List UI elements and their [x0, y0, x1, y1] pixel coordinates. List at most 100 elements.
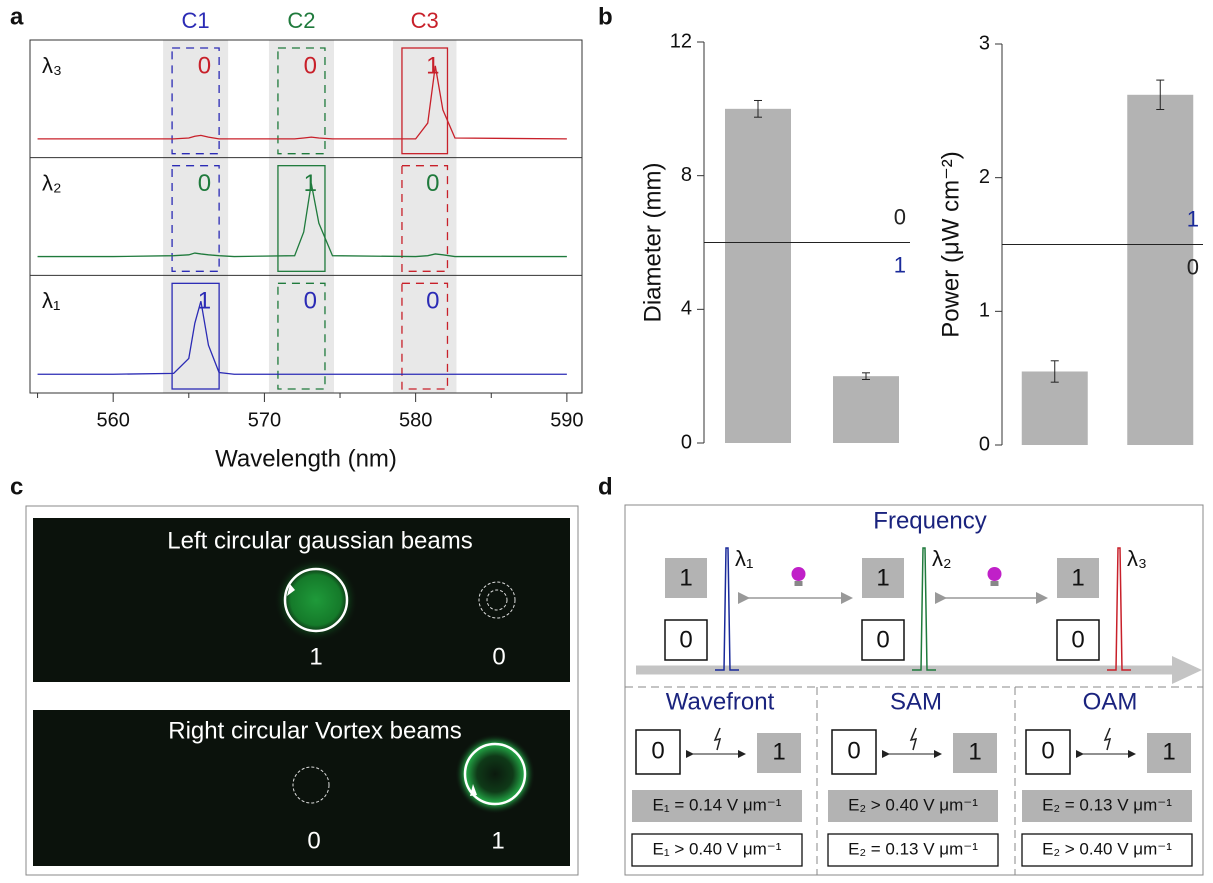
panel-frame [25, 505, 579, 876]
panel-label: b [598, 3, 613, 30]
lightning [909, 727, 918, 751]
bulb-base [794, 581, 803, 586]
panel-label: a [10, 3, 24, 30]
y-tick-label: 2 [979, 166, 990, 188]
threshold-label: 1 [1187, 206, 1199, 231]
state-label: 0 [847, 737, 860, 764]
state-label: 0 [1071, 626, 1084, 653]
bulb-base [990, 581, 999, 586]
peak [715, 547, 739, 671]
channel-band [268, 40, 334, 393]
field-box-one [632, 790, 802, 822]
state-label: 0 [304, 288, 317, 315]
state-label: 0 [198, 52, 211, 79]
state-box-zero [1056, 619, 1100, 661]
threshold-label: 0 [894, 204, 906, 229]
y-axis-label: Diameter (mm) [639, 163, 666, 323]
field-label: E₂ = 0.13 V μm⁻¹ [848, 839, 978, 858]
spectrum-line [37, 65, 567, 140]
rotation-arrow [287, 584, 295, 596]
lambda-label: λ₂ [932, 546, 952, 571]
state-box [401, 282, 449, 390]
field-box-zero [1021, 833, 1193, 867]
state-label: 1 [772, 738, 785, 765]
x-tick-label: 580 [399, 409, 432, 431]
bar [833, 376, 899, 443]
state-box [277, 47, 326, 155]
section-title: Frequency [873, 507, 986, 534]
state-box-zero [861, 619, 905, 661]
channel-label: C1 [182, 8, 210, 33]
empty-spot [486, 589, 508, 611]
state-box-one [953, 733, 997, 773]
state-label: 1 [198, 288, 211, 315]
state-box [277, 165, 326, 272]
x-tick-label: 570 [248, 409, 281, 431]
bulb [791, 567, 806, 581]
mode-title: SAM [890, 688, 942, 715]
state-label: 0 [651, 737, 664, 764]
state-label: 0 [1041, 737, 1054, 764]
channel-label: C3 [411, 8, 439, 33]
field-box-one [828, 790, 998, 822]
beam-spot [274, 558, 358, 642]
peak [912, 547, 936, 671]
y-tick-label: 0 [681, 431, 692, 453]
y-tick-label: 3 [979, 32, 990, 54]
x-tick-label: 560 [96, 409, 129, 431]
threshold-label: 1 [894, 252, 906, 277]
state-box-one [757, 733, 801, 773]
state-label: 0 [304, 52, 317, 79]
state-label: 1 [968, 738, 981, 765]
row-label: λ₁ [42, 288, 60, 313]
row-label: λ₃ [42, 53, 62, 78]
panel-d: Frequency [624, 504, 1204, 876]
field-label: E₁ = 0.14 V μm⁻¹ [653, 795, 782, 814]
beam-title: Right circular Vortex beams [168, 717, 461, 744]
state-box [277, 282, 326, 390]
spectrum-line [37, 183, 567, 258]
mode-title: OAM [1083, 688, 1138, 715]
channel-band [163, 40, 229, 393]
state-label: 1 [1162, 738, 1175, 765]
empty-spot [478, 581, 516, 619]
state-label: 1 [304, 170, 317, 197]
field-label: E₂ > 0.40 V μm⁻¹ [848, 795, 978, 814]
state-box [171, 165, 220, 272]
panel-frame [624, 504, 1204, 876]
panel-c: Left circular gaussian beams 1 0 Right c… [25, 505, 579, 876]
field-box-one [1022, 790, 1192, 822]
x-tick-label: 590 [550, 409, 583, 431]
state-label: 0 [426, 170, 439, 197]
state-box-one [1147, 733, 1191, 773]
spectrum-line [37, 301, 567, 375]
axis-arrowhead [1172, 656, 1202, 684]
peak [1107, 547, 1131, 671]
polarization-circle [463, 742, 527, 806]
lambda-label: λ₁ [735, 546, 753, 571]
bar [1021, 371, 1088, 445]
field-label: E₂ = 0.13 V μm⁻¹ [1042, 795, 1172, 814]
row-label: λ₂ [42, 170, 62, 195]
mode-title: Wavefront [666, 688, 775, 715]
bar [1127, 94, 1194, 445]
field-box-zero [631, 833, 803, 867]
spot-label: 1 [491, 827, 504, 854]
channel-label: C2 [287, 8, 315, 33]
state-box [171, 47, 220, 155]
y-tick-label: 8 [681, 164, 692, 186]
state-label: 0 [198, 170, 211, 197]
state-label: 0 [679, 626, 692, 653]
state-box-one [862, 558, 904, 598]
y-tick-label: 0 [979, 433, 990, 455]
beam-title: Left circular gaussian beams [167, 527, 472, 554]
lightning [713, 727, 722, 751]
x-axis-label: Wavelength (nm) [215, 445, 397, 472]
state-box-one [665, 558, 707, 598]
state-box [171, 282, 220, 390]
panel-label: c [10, 473, 23, 500]
y-tick-label: 12 [670, 30, 692, 52]
field-label: E₂ > 0.40 V μm⁻¹ [1042, 839, 1172, 858]
lightning [1103, 727, 1112, 751]
